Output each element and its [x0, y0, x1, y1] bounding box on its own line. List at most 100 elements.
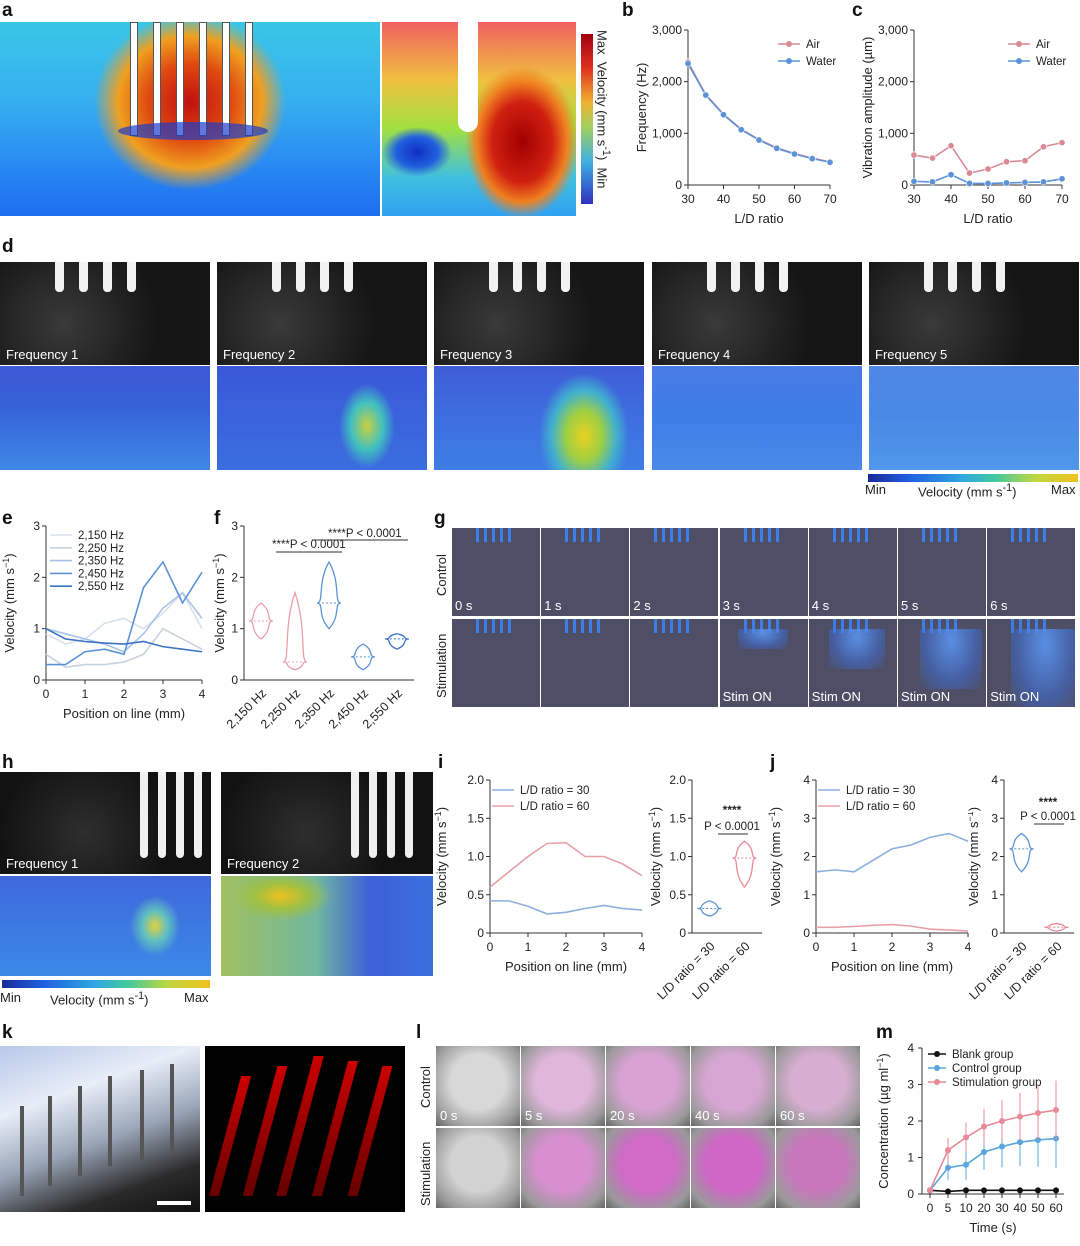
x-tick-label: 60	[1018, 192, 1032, 206]
ink-plume	[737, 629, 788, 649]
panel-label-a: a	[2, 0, 13, 21]
y-tick-label: 4	[907, 1041, 914, 1055]
simulation-image-left	[0, 22, 380, 216]
microneedle	[924, 262, 933, 292]
sig-annotation: P < 0.0001	[1020, 811, 1076, 823]
legend-label: L/D ratio = 60	[846, 801, 915, 813]
x-tick-label: 2	[889, 940, 896, 954]
data-point	[808, 155, 816, 163]
y-tick-label: 1.5	[669, 811, 686, 825]
video-frame: 6 s	[987, 528, 1076, 616]
legend-marker	[786, 58, 792, 64]
y-tick-label: 2.0	[467, 773, 484, 787]
y-tick-label: 1	[231, 622, 238, 636]
series-line-0	[687, 61, 831, 163]
time-label: 6 s	[990, 598, 1008, 613]
microneedle-array	[654, 528, 695, 542]
data-point	[1017, 1187, 1023, 1194]
ink-plume	[920, 629, 982, 689]
colorbar-h-sup: -1	[134, 990, 145, 1002]
colorbar-d-min: Min	[865, 482, 886, 497]
violin-shape	[385, 633, 409, 650]
data-point	[910, 177, 918, 185]
video-frame: 4 s	[808, 528, 897, 616]
violin-shape	[351, 643, 375, 671]
x-axis-label: Position on line (mm)	[63, 706, 185, 721]
x-tick-label: 30	[681, 192, 695, 206]
data-point	[702, 91, 710, 99]
piv-frame-top: Frequency 3	[434, 262, 644, 365]
data-point	[981, 1187, 987, 1194]
violin-shape	[697, 900, 722, 917]
legend-marker	[934, 1079, 940, 1085]
video-frame: 3 s	[719, 528, 808, 616]
panel-label-h: h	[2, 752, 14, 773]
microneedle-photo	[0, 1046, 200, 1212]
legend-label: Air	[1036, 39, 1050, 51]
colorbar-min-label: Min	[594, 167, 610, 189]
piv-frame-top: Frequency 2	[217, 262, 427, 365]
velocity-heatmap	[0, 366, 210, 470]
data-point	[684, 60, 692, 68]
x-tick-label: 50	[752, 192, 766, 206]
violin-shape	[248, 602, 274, 640]
colorbar-d-title: Velocity (mm s-1)	[918, 482, 1017, 499]
x-tick-label: 40	[717, 192, 731, 206]
x-tick-label: 1	[525, 940, 532, 954]
microneedle	[130, 22, 138, 136]
y-tick-label: 2	[231, 570, 238, 584]
x-tick-label: 0	[927, 1201, 934, 1215]
panel-label-g: g	[434, 508, 446, 529]
microneedle-array	[922, 528, 962, 542]
colorbar-sup: -1	[600, 146, 612, 156]
series-line	[929, 1109, 1057, 1191]
microneedle	[140, 1070, 144, 1160]
data-point	[927, 1187, 933, 1194]
microneedle-array	[565, 619, 606, 633]
well-photo: 20 s	[606, 1046, 690, 1126]
microneedle-array	[476, 528, 516, 542]
stim-on-label: Stim ON	[990, 689, 1040, 704]
y-tick-label: 1.0	[467, 850, 484, 864]
sig-annotation: ****P < 0.0001	[272, 539, 346, 551]
sig-annotation: ****	[723, 803, 742, 817]
microneedle	[755, 262, 764, 292]
violin-shape	[1009, 832, 1034, 873]
colorbar-d	[868, 474, 1078, 482]
video-frame: Stim ON	[898, 619, 986, 707]
piv-frame-top: Frequency 4	[652, 262, 862, 365]
colorbar-max-label: Max	[594, 30, 610, 55]
y-axis-label: Velocity (mm s−1)	[212, 553, 227, 652]
y-axis-label: Velocity (mm s−1)	[968, 807, 981, 906]
y-tick-label: 4	[803, 773, 810, 787]
violin-shape	[316, 560, 342, 630]
legend-label: Blank group	[952, 1049, 1013, 1061]
data-point	[929, 154, 937, 162]
y-tick-label: 2	[991, 850, 998, 864]
microneedle	[948, 262, 957, 292]
data-point	[1058, 175, 1066, 183]
microneedle	[344, 262, 353, 292]
y-axis-label: Velocity (mm s−1)	[1, 553, 17, 652]
series-line-0	[815, 832, 969, 873]
x-tick-label: 5	[945, 1201, 952, 1215]
y-tick-label: 0	[991, 926, 998, 940]
l-row-label-stimulation: Stimulation	[418, 1141, 433, 1206]
y-axis-label: Velocity (mm s−1)	[648, 807, 663, 906]
red-stripe	[311, 1061, 359, 1196]
frequency-label: Frequency 3	[440, 347, 513, 362]
well-photo	[691, 1128, 775, 1208]
microneedle	[537, 262, 546, 292]
colorbar-a	[581, 34, 593, 204]
legend-label: Air	[806, 39, 820, 51]
legend-label: Water	[806, 56, 836, 68]
x-tick-label: 4	[965, 940, 972, 954]
piv-frame-top: Frequency 5	[869, 262, 1079, 365]
y-tick-label: 1.5	[467, 811, 484, 825]
data-point	[1021, 157, 1029, 165]
well-photo	[521, 1128, 605, 1208]
colorbar-h	[2, 980, 210, 988]
chart-b: 0 1,000 2,000 3,000 30 40 50 60 70 L/D ratio Frequ…	[634, 23, 837, 226]
frequency-label: Frequency 2	[227, 856, 300, 871]
stim-on-label: Stim ON	[811, 689, 861, 704]
